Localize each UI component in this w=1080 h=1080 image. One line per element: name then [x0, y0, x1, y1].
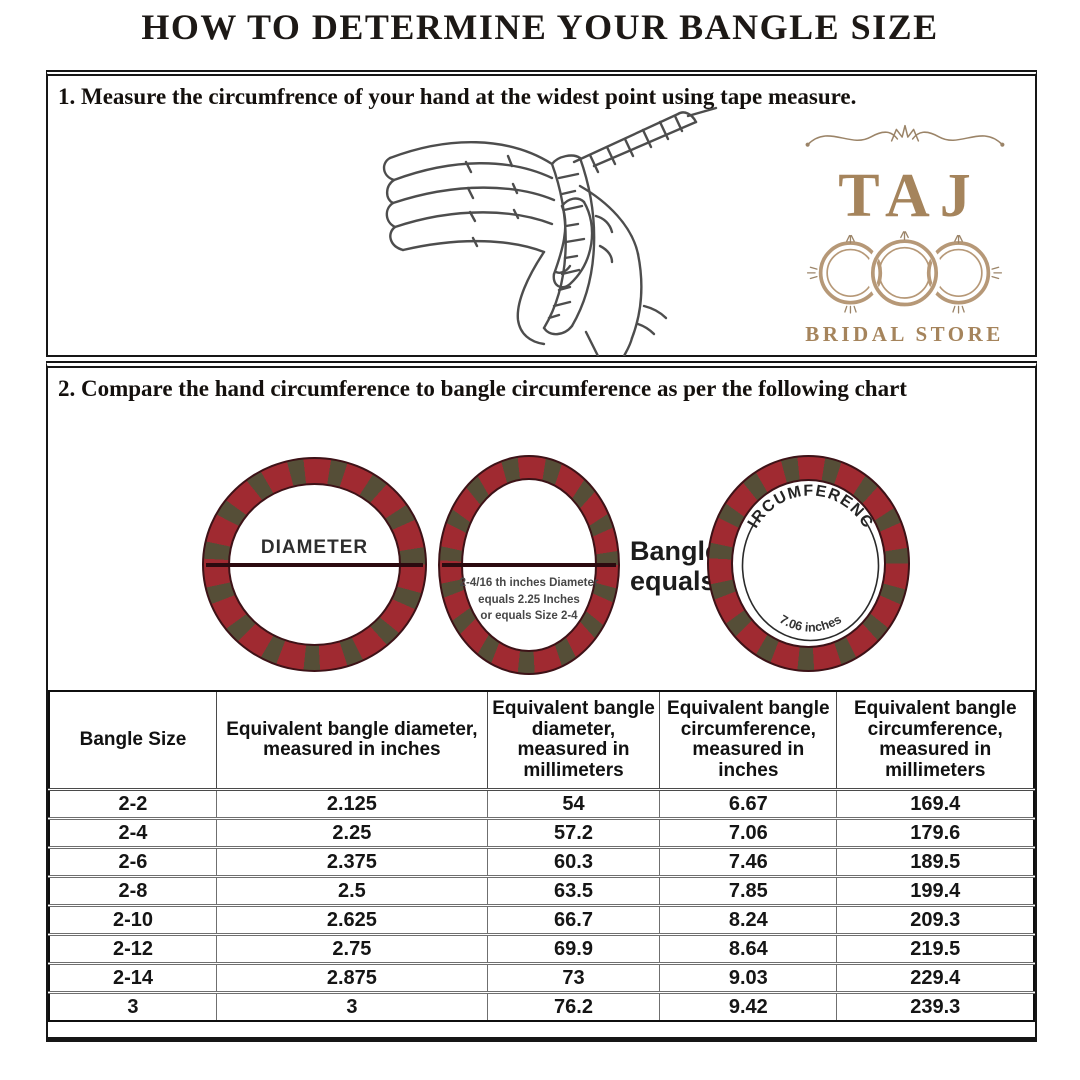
bangle-diameter-diagram: DIAMETER — [202, 457, 427, 672]
cell-diameter-inches: 2.375 — [215, 847, 488, 879]
logo-subtitle: BRIDAL STORE — [805, 322, 1004, 346]
cell-circumference-mm: 179.6 — [836, 818, 1035, 850]
logo-rings-icon — [806, 231, 1003, 314]
step2-instruction: 2. Compare the hand circumference to ban… — [58, 376, 907, 401]
diameter-line — [206, 562, 423, 567]
column-header-bangle-size: Bangle Size — [48, 690, 217, 792]
bangle-size-example-diagram: 2-4/16 th inches Diameter equals 2.25 In… — [438, 455, 620, 675]
svg-text:7.06 inches: 7.06 inches — [777, 612, 844, 634]
cell-bangle-size: 2-14 — [48, 963, 217, 995]
cell-bangle-size: 2-8 — [48, 876, 217, 908]
cell-diameter-mm: 54 — [486, 789, 661, 821]
cell-circumference-inches: 8.24 — [659, 905, 838, 937]
table-row: 2-4 2.25 57.2 7.06 179.6 — [48, 818, 1035, 850]
cell-bangle-size: 2-10 — [48, 905, 217, 937]
size-chart-table: Bangle Size Equivalent bangle diameter, … — [48, 690, 1035, 1023]
cell-diameter-inches: 2.25 — [215, 818, 488, 850]
table-row: 2-8 2.5 63.5 7.85 199.4 — [48, 876, 1035, 908]
logo-flourish-icon — [805, 124, 1004, 147]
cell-circumference-mm: 219.5 — [836, 934, 1035, 966]
cell-diameter-mm: 63.5 — [486, 876, 661, 908]
circumference-overlay: CIRCUMFERENCE 7.06 inches — [709, 457, 880, 642]
table-row: 3 3 76.2 9.42 239.3 — [48, 992, 1035, 1022]
cell-circumference-inches: 6.67 — [659, 789, 838, 821]
diameter-label: DIAMETER — [260, 536, 369, 558]
table-row: 2-6 2.375 60.3 7.46 189.5 — [48, 847, 1035, 879]
svg-text:CIRCUMFERENCE: CIRCUMFERENCE — [709, 457, 877, 532]
cell-diameter-inches: 2.5 — [215, 876, 488, 908]
cell-diameter-mm: 57.2 — [486, 818, 661, 850]
table-header-row: Bangle Size Equivalent bangle diameter, … — [48, 690, 1035, 792]
section-compare: 2. Compare the hand circumference to ban… — [46, 361, 1037, 1042]
cell-circumference-inches: 7.06 — [659, 818, 838, 850]
page-title: HOW TO DETERMINE YOUR BANGLE SIZE — [141, 7, 939, 47]
cell-diameter-inches: 2.125 — [215, 789, 488, 821]
cell-diameter-inches: 2.625 — [215, 905, 488, 937]
logo-wordmark: TAJ — [838, 162, 981, 230]
cell-bangle-size: 2-12 — [48, 934, 217, 966]
cell-circumference-mm: 229.4 — [836, 963, 1035, 995]
cell-diameter-mm: 76.2 — [486, 992, 661, 1022]
cell-bangle-size: 2-4 — [48, 818, 217, 850]
step1-instruction: 1. Measure the circumfrence of your hand… — [58, 84, 857, 109]
cell-circumference-inches: 8.64 — [659, 934, 838, 966]
cell-circumference-mm: 189.5 — [836, 847, 1035, 879]
cell-diameter-mm: 60.3 — [486, 847, 661, 879]
column-header-diameter-inches: Equivalent bangle diameter, measured in … — [215, 690, 488, 792]
cell-circumference-inches: 9.42 — [659, 992, 838, 1022]
cell-diameter-mm: 73 — [486, 963, 661, 995]
diameter-line — [442, 563, 616, 567]
column-header-circumference-inches: Equivalent bangle circumference, measure… — [659, 690, 838, 792]
column-header-diameter-mm: Equivalent bangle diameter, measured in … — [486, 690, 661, 792]
cell-circumference-mm: 169.4 — [836, 789, 1035, 821]
note-line-3: or equals Size 2-4 — [480, 610, 578, 623]
table-row: 2-14 2.875 73 9.03 229.4 — [48, 963, 1035, 995]
cell-bangle-size: 2-6 — [48, 847, 217, 879]
bangle-size-note: 2-4/16 th inches Diameter equals 2.25 In… — [456, 575, 602, 625]
cell-diameter-mm: 66.7 — [486, 905, 661, 937]
circumference-curved-label: CIRCUMFERENCE — [709, 457, 875, 532]
cell-diameter-inches: 2.875 — [215, 963, 488, 995]
cell-bangle-size: 3 — [48, 992, 217, 1022]
bangle-circumference-diagram: CIRCUMFERENCE 7.06 inches — [707, 455, 910, 672]
hand-measure-illustration — [382, 106, 718, 356]
cell-circumference-mm: 199.4 — [836, 876, 1035, 908]
cell-diameter-mm: 69.9 — [486, 934, 661, 966]
cell-circumference-mm: 209.3 — [836, 905, 1035, 937]
cell-circumference-inches: 7.46 — [659, 847, 838, 879]
note-line-2: equals 2.25 Inches — [478, 593, 580, 606]
cell-circumference-inches: 9.03 — [659, 963, 838, 995]
table-row: 2-12 2.75 69.9 8.64 219.5 — [48, 934, 1035, 966]
table-row: 2-2 2.125 54 6.67 169.4 — [48, 789, 1035, 821]
brand-logo: TAJ — [782, 116, 1027, 347]
cell-circumference-mm: 239.3 — [836, 992, 1035, 1022]
column-header-circumference-mm: Equivalent bangle circumference, measure… — [836, 690, 1035, 792]
cell-diameter-inches: 2.75 — [215, 934, 488, 966]
table-row: 2-10 2.625 66.7 8.24 209.3 — [48, 905, 1035, 937]
cell-bangle-size: 2-2 — [48, 789, 217, 821]
circumference-value-label: 7.06 inches — [777, 612, 844, 634]
cell-diameter-inches: 3 — [215, 992, 488, 1022]
section-measure: 1. Measure the circumfrence of your hand… — [46, 70, 1037, 357]
note-line-1: 2-4/16 th inches Diameter — [459, 577, 599, 589]
cell-circumference-inches: 7.85 — [659, 876, 838, 908]
bangle-equals-label: Bangle equals — [630, 536, 721, 597]
